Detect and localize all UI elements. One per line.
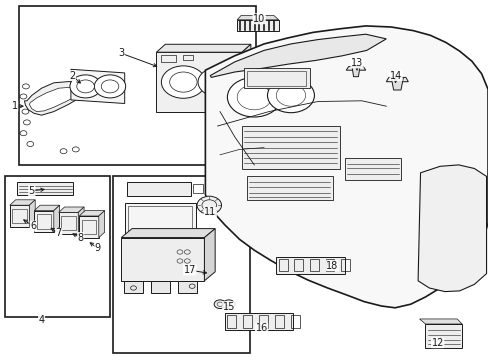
Bar <box>124 203 195 239</box>
Bar <box>193 184 203 193</box>
Text: 17: 17 <box>183 265 196 275</box>
Bar <box>12 209 27 223</box>
Bar <box>156 52 242 112</box>
Bar <box>243 315 252 328</box>
Polygon shape <box>78 207 84 234</box>
Bar <box>123 281 143 293</box>
Bar <box>274 315 283 328</box>
Bar <box>276 257 344 274</box>
Polygon shape <box>24 81 85 115</box>
Circle shape <box>227 77 281 117</box>
Bar <box>127 182 190 196</box>
Bar <box>121 238 204 281</box>
Bar <box>81 220 96 234</box>
Text: 3: 3 <box>118 48 124 58</box>
Bar <box>10 205 29 227</box>
Bar <box>237 20 278 31</box>
Polygon shape <box>34 205 60 211</box>
Polygon shape <box>71 69 124 104</box>
Polygon shape <box>419 319 461 324</box>
Circle shape <box>169 72 197 92</box>
Circle shape <box>267 78 314 113</box>
Text: 12: 12 <box>430 338 443 348</box>
Polygon shape <box>29 87 78 112</box>
Bar <box>224 313 293 330</box>
Bar <box>113 176 250 353</box>
Polygon shape <box>10 200 35 205</box>
Polygon shape <box>242 44 250 112</box>
Polygon shape <box>204 229 215 281</box>
Bar <box>34 211 54 232</box>
Bar <box>344 158 400 180</box>
Polygon shape <box>390 77 403 90</box>
Polygon shape <box>205 26 487 308</box>
Text: 10: 10 <box>252 14 265 24</box>
Polygon shape <box>99 211 104 238</box>
Bar <box>246 71 305 86</box>
Circle shape <box>198 68 237 96</box>
Text: 4: 4 <box>39 315 44 325</box>
Polygon shape <box>351 67 359 77</box>
Bar <box>128 206 191 237</box>
Bar <box>242 126 339 169</box>
Text: 15: 15 <box>222 302 235 312</box>
Bar <box>325 259 334 271</box>
Bar <box>17 182 73 195</box>
Bar <box>183 55 193 60</box>
Polygon shape <box>59 207 84 212</box>
Polygon shape <box>386 77 407 82</box>
Bar <box>5 176 110 317</box>
Text: 14: 14 <box>389 71 402 81</box>
Text: 13: 13 <box>350 58 363 68</box>
Text: 5: 5 <box>29 186 35 196</box>
Bar <box>294 259 303 271</box>
Text: 16: 16 <box>255 323 267 333</box>
Bar <box>290 315 299 328</box>
Text: 6: 6 <box>30 221 36 231</box>
Bar <box>341 259 349 271</box>
Circle shape <box>214 300 225 309</box>
Polygon shape <box>210 34 386 77</box>
Text: 11: 11 <box>203 207 216 217</box>
Circle shape <box>161 66 205 98</box>
Bar <box>161 55 176 62</box>
Text: 7: 7 <box>56 228 61 238</box>
Circle shape <box>77 80 94 93</box>
Polygon shape <box>121 229 215 238</box>
Text: 8: 8 <box>78 233 83 243</box>
Bar <box>79 216 99 238</box>
Circle shape <box>197 196 221 214</box>
Bar <box>259 315 267 328</box>
Bar <box>59 212 78 234</box>
Polygon shape <box>237 15 278 20</box>
Bar <box>227 315 236 328</box>
Polygon shape <box>346 67 365 70</box>
Circle shape <box>223 300 234 309</box>
Bar <box>309 259 318 271</box>
Polygon shape <box>29 200 35 227</box>
Bar <box>177 281 197 293</box>
Text: 1: 1 <box>12 101 18 111</box>
Text: 9: 9 <box>95 243 101 253</box>
Polygon shape <box>417 165 486 292</box>
Polygon shape <box>79 211 104 216</box>
Bar <box>19 6 255 165</box>
Bar <box>243 68 309 88</box>
Bar <box>150 281 170 293</box>
Circle shape <box>94 75 125 98</box>
Polygon shape <box>54 205 60 232</box>
Circle shape <box>101 80 119 93</box>
Bar <box>425 324 461 348</box>
Text: 18: 18 <box>325 261 338 271</box>
Bar <box>61 216 76 230</box>
Circle shape <box>205 73 229 91</box>
Polygon shape <box>156 44 250 52</box>
Bar <box>278 259 287 271</box>
Circle shape <box>70 75 101 98</box>
Text: 2: 2 <box>69 71 75 81</box>
Bar <box>37 214 51 229</box>
Bar <box>246 176 332 200</box>
